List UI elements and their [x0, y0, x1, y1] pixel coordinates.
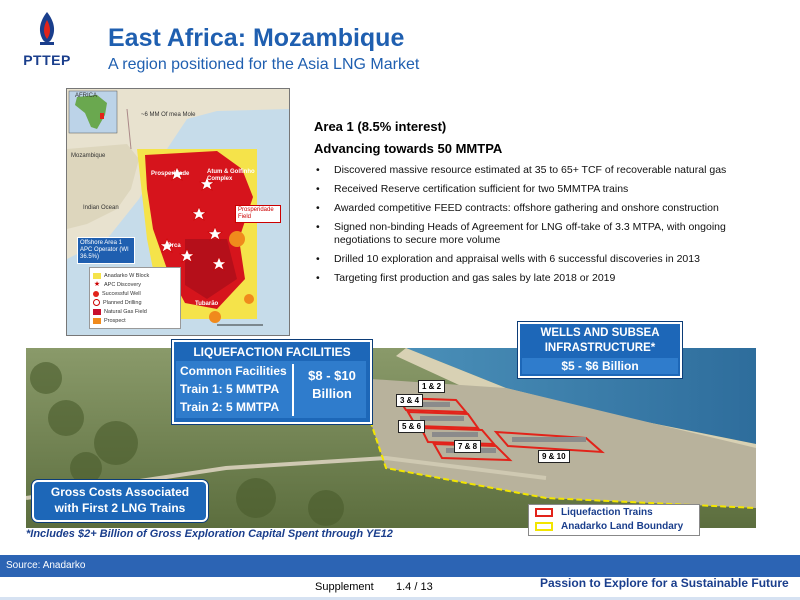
map-legend-item: Anadarko W Block	[93, 271, 177, 280]
liquefaction-title: LIQUEFACTION FACILITIES	[193, 345, 351, 359]
map-label-indian-ocean: Indian Ocean	[83, 205, 119, 211]
gross-costs-callout: Gross Costs Associated with First 2 LNG …	[32, 480, 208, 522]
pttep-logo: PTTEP	[12, 10, 82, 74]
map-legend-item: Prospect	[93, 316, 177, 325]
site-legend: Liquefaction Trains Anadarko Land Bounda…	[528, 504, 700, 536]
area-subheading: Advancing towards 50 MMTPA	[314, 141, 503, 156]
apc-operator-box: Offshore Area 1 APC Operator (WI 36.5%)	[77, 237, 135, 264]
train-tag: 7 & 8	[454, 440, 482, 453]
train-tag: 1 & 2	[418, 380, 446, 393]
legend-boundary: Anadarko Land Boundary	[529, 519, 699, 533]
gross-costs-line1: Gross Costs Associated	[50, 485, 190, 499]
gross-costs-line2: with First 2 LNG Trains	[54, 501, 186, 515]
page-title: East Africa: Mozambique	[108, 24, 405, 52]
map-label-orca: Orca	[167, 243, 181, 249]
liquefaction-train2: Train 2: 5 MMTPA	[180, 400, 280, 414]
map-legend-item: ★ APC Discovery	[93, 280, 141, 288]
page-subtitle: A region positioned for the Asia LNG Mar…	[108, 56, 420, 73]
map-label-offshore: ~6 MM Of mea Mole	[141, 112, 196, 118]
bullet-item: Drilled 10 exploration and appraisal wel…	[314, 253, 754, 266]
flame-logo-icon	[39, 12, 55, 45]
liquefaction-train1: Train 1: 5 MMTPA	[180, 382, 280, 396]
liquefaction-callout: LIQUEFACTION FACILITIES Common Facilitie…	[172, 340, 372, 424]
liquefaction-cost-unit: Billion	[312, 386, 352, 401]
train-tag: 5 & 6	[398, 420, 426, 433]
boundary-swatch	[535, 521, 553, 531]
bullet-item: Discovered massive resource estimated at…	[314, 164, 754, 177]
map-label-mozambique: Mozambique	[71, 153, 106, 159]
source-text: Source: Anadarko	[6, 560, 86, 571]
map-label-prosperidade: Prosperidade	[151, 171, 190, 177]
bullet-item: Targeting first production and gas sales…	[314, 272, 754, 285]
map-legend-item: Natural Gas Field	[93, 307, 177, 316]
footer-section: Supplement	[315, 581, 374, 593]
area1-map: AFRICA ~6 MM Of mea Mole Mozambique Indi…	[66, 88, 290, 336]
train-tag: 3 & 4	[396, 394, 424, 407]
map-legend-item: Successful Well	[93, 289, 177, 298]
liquefaction-swatch	[535, 507, 553, 517]
bullet-item: Signed non-binding Heads of Agreement fo…	[314, 221, 754, 247]
train-tag: 9 & 10	[538, 450, 570, 463]
map-label-golfinho: Atum & Golfinho Complex	[207, 169, 255, 182]
footer-rule	[0, 597, 800, 600]
liquefaction-cost: $8 - $10	[308, 368, 356, 383]
map-label-africa: AFRICA	[75, 93, 98, 99]
map-label-prosperidade-field: Prosperidade Field	[235, 205, 281, 223]
bullet-list: Discovered massive resource estimated at…	[314, 164, 754, 291]
tagline: Passion to Explore for a Sustainable Fut…	[540, 576, 789, 590]
wells-cost: $5 - $6 Billion	[561, 359, 639, 373]
wells-title-line1: WELLS AND SUBSEA	[540, 327, 660, 339]
legend-liquefaction: Liquefaction Trains	[529, 505, 699, 519]
source-bar	[0, 555, 800, 577]
bullet-item: Awarded competitive FEED contracts: offs…	[314, 202, 754, 215]
footnote: *Includes $2+ Billion of Gross Explorati…	[26, 528, 393, 540]
map-legend: Anadarko W Block ★ APC Discovery Successf…	[89, 267, 181, 329]
map-label-tubarao: Tubarão	[195, 301, 219, 307]
area-heading: Area 1 (8.5% interest)	[314, 119, 447, 134]
bullet-item: Received Reserve certification sufficien…	[314, 183, 754, 196]
page-number: 1.4 / 13	[396, 581, 433, 593]
map-legend-item: Planned Drilling	[93, 298, 177, 307]
wells-callout: WELLS AND SUBSEA INFRASTRUCTURE* $5 - $6…	[518, 322, 682, 378]
liquefaction-common: Common Facilities	[180, 364, 287, 378]
logo-wordmark: PTTEP	[23, 52, 71, 68]
wells-title-line2: INFRASTRUCTURE*	[544, 342, 656, 354]
